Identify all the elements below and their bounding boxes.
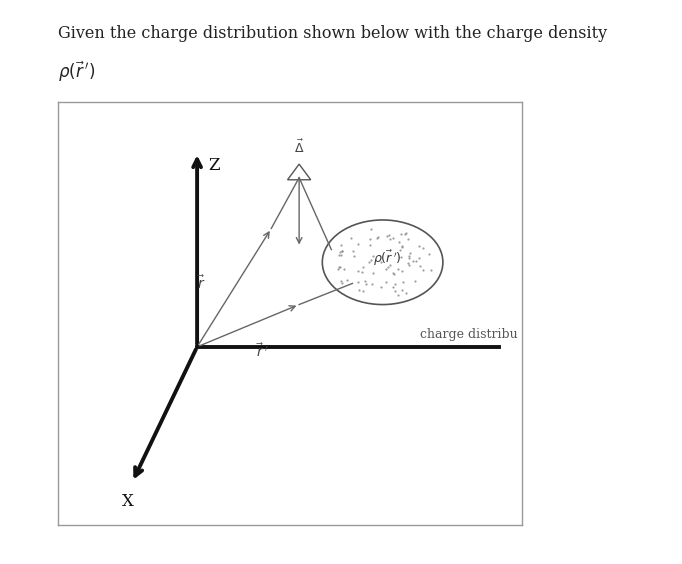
Text: X: X bbox=[121, 493, 134, 510]
Text: charge distribu: charge distribu bbox=[419, 328, 518, 341]
Text: Z: Z bbox=[209, 156, 220, 174]
Text: Given the charge distribution shown below with the charge density: Given the charge distribution shown belo… bbox=[58, 25, 607, 42]
Text: $\vec{r}$: $\vec{r}$ bbox=[197, 275, 206, 292]
Text: $\rho(\vec{r}\,')$: $\rho(\vec{r}\,')$ bbox=[58, 59, 95, 83]
Text: $\vec{r}\,'$: $\vec{r}\,'$ bbox=[256, 342, 268, 360]
Text: $\rho(\vec{r}\,')$: $\rho(\vec{r}\,')$ bbox=[373, 248, 402, 268]
Text: $\vec{\Delta}$: $\vec{\Delta}$ bbox=[294, 138, 304, 156]
